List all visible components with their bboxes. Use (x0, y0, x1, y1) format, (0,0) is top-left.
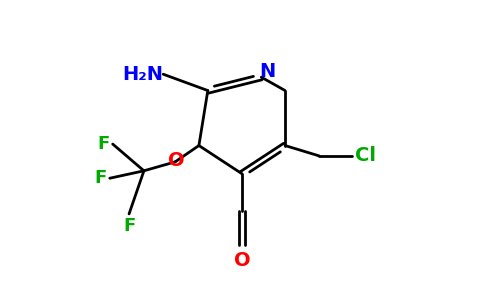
Text: N: N (259, 62, 275, 81)
Text: O: O (234, 251, 250, 270)
Text: F: F (123, 217, 135, 235)
Text: F: F (94, 169, 107, 187)
Text: H₂N: H₂N (122, 65, 163, 84)
Text: O: O (168, 151, 185, 170)
Text: Cl: Cl (355, 146, 376, 165)
Text: F: F (97, 135, 110, 153)
